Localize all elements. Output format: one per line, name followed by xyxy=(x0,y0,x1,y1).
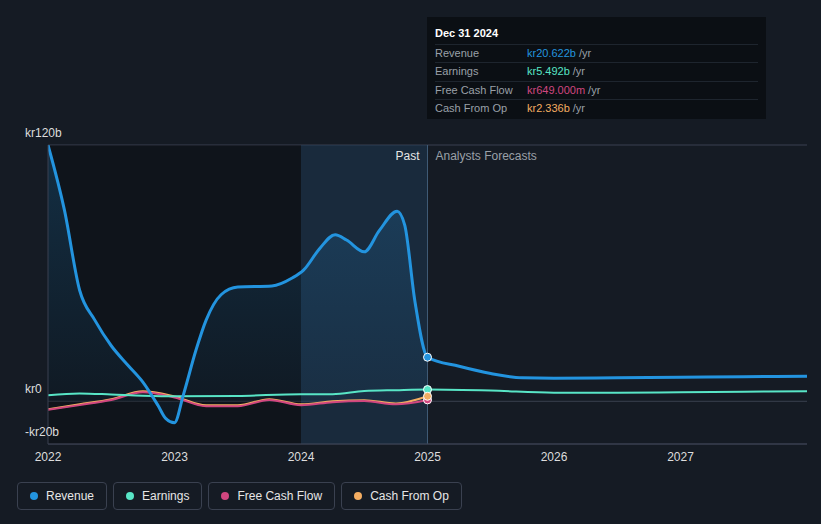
html-text:kr5.492b /yr: kr5.492b /yr xyxy=(527,65,585,77)
svg-text:2022: 2022 xyxy=(35,450,62,464)
html-text:Free Cash Flow: Free Cash Flow xyxy=(435,83,513,96)
svg-text:2026: 2026 xyxy=(541,450,568,464)
html-text:Revenue: Revenue xyxy=(435,46,479,59)
svg-text:Past: Past xyxy=(395,149,420,163)
html-text:Cash From Op: Cash From Op xyxy=(435,102,508,114)
html-text:Revenue: Revenue xyxy=(46,489,94,503)
svg-text:2024: 2024 xyxy=(288,450,315,464)
html-text:Earnings: Earnings xyxy=(142,489,190,503)
html-text:Dec 31 2024: Dec 31 2024 xyxy=(435,27,498,39)
svg-text:-kr20b: -kr20b xyxy=(25,425,59,439)
svg-text:kr0: kr0 xyxy=(25,382,42,396)
svg-text:2025: 2025 xyxy=(414,450,441,464)
svg-text:2027: 2027 xyxy=(667,450,694,464)
html-text:Earnings: Earnings xyxy=(435,65,479,77)
html-text:kr2.336b /yr: kr2.336b /yr xyxy=(527,102,585,114)
html-text:Cash From Op: Cash From Op xyxy=(370,489,449,503)
html-text:kr649.000m /yr: kr649.000m /yr xyxy=(527,83,601,96)
svg-text:2023: 2023 xyxy=(161,450,188,464)
svg-text:Analysts Forecasts: Analysts Forecasts xyxy=(436,149,537,163)
html-text:Free Cash Flow: Free Cash Flow xyxy=(237,489,323,503)
svg-text:kr120b: kr120b xyxy=(25,126,62,140)
html-text:kr20.622b /yr: kr20.622b /yr xyxy=(527,46,592,59)
